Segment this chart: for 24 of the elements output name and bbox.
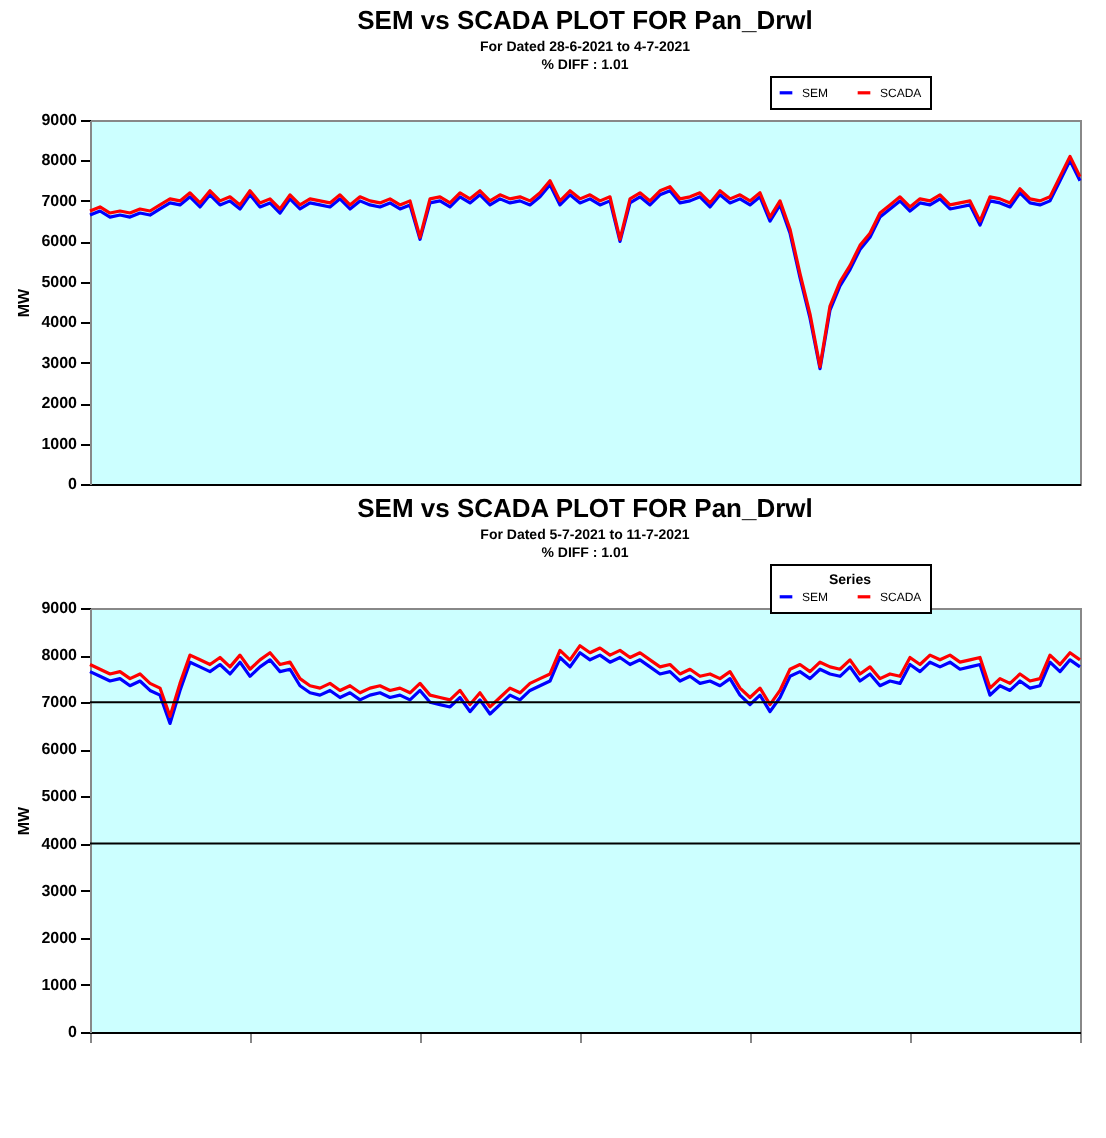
y-tick-label: 9000 [41,111,79,129]
y-tick-label: 8000 [41,646,79,665]
y-tick-label: 6000 [41,740,79,759]
y-tick-label: 7000 [41,191,79,210]
chart-title: SEM vs SCADA PLOT FOR Pan_Drwl [357,493,813,523]
y-tick-label: 0 [68,475,79,493]
y-axis-title: MW [15,287,34,318]
y-tick-label: 3000 [41,353,79,372]
y-tick-label: 9000 [41,599,79,617]
y-tick-label: 4000 [41,834,79,853]
y-tick-label: 6000 [41,232,79,251]
y-tick-label: 7000 [41,693,79,712]
y-tick-label: 5000 [41,272,79,291]
y-axis-title: MW [15,805,34,836]
chart-title: SEM vs SCADA PLOT FOR Pan_Drwl [357,5,813,35]
y-tick-label: 1000 [41,975,79,994]
y-tick-label: 0 [68,1023,79,1041]
y-tick-label: 5000 [41,787,79,806]
y-tick-label: 3000 [41,881,79,900]
y-tick-label: 2000 [41,394,79,413]
y-tick-label: 4000 [41,313,79,332]
y-tick-label: 8000 [41,151,79,170]
y-tick-label: 1000 [41,434,79,453]
y-tick-label: 2000 [41,928,79,947]
